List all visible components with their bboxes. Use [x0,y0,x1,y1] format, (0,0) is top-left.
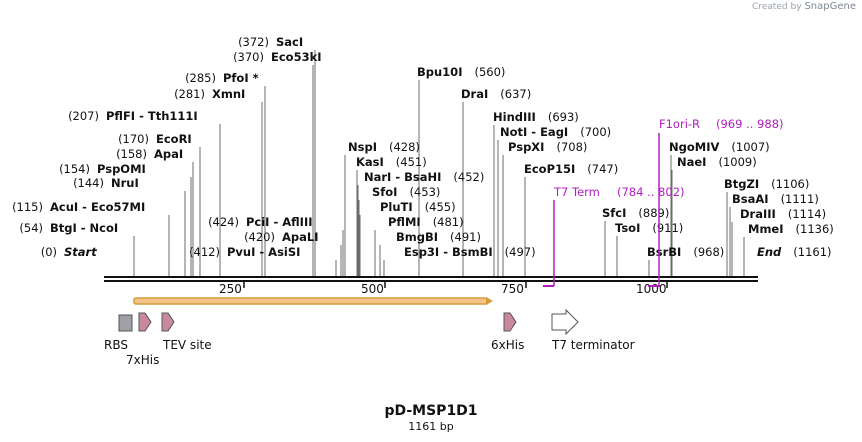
restriction-site-label[interactable]: NruI [111,176,139,190]
restriction-site-label[interactable]: PflMI (481) [388,215,464,229]
restriction-site-label[interactable]: NaeI (1009) [677,155,757,169]
ruler-label-250: 250 [219,282,242,296]
snapgene-logo-text: SnapGene [804,1,856,12]
restriction-site-position: (207) [68,109,99,123]
ruler-label-500: 500 [361,282,384,296]
restriction-site-label[interactable]: MmeI (1136) [748,222,834,236]
sequence-map: Start (0) BtgI - NcoI (54) AcuI - Eco57MI (11… [12,35,834,367]
restriction-site-position: (281) [174,87,205,101]
backbone-bottom-strand [104,280,758,282]
restriction-site-label[interactable]: DraIII (1114) [740,207,826,221]
restriction-site-position: (54) [19,221,43,235]
restriction-site-label[interactable]: BtgI - NcoI [50,221,118,235]
snapgene-watermark: Created by SnapGene [752,1,856,12]
restriction-site-label[interactable]: PluTI (455) [380,200,456,214]
7xhis-label: 7xHis [126,353,159,367]
restriction-site-label[interactable]: End (1161) [757,245,832,259]
backbone-top-strand [104,276,758,278]
primer-t7-term[interactable]: T7 Term (784 .. 802) [543,185,685,287]
restriction-site-label[interactable]: SacI [276,35,303,49]
restriction-site-label[interactable]: HindIII (693) [493,110,579,124]
restriction-site-label[interactable]: PspOMI [97,162,146,176]
restriction-site-position: (424) [208,215,239,229]
restriction-site-label[interactable]: BsrBI (968) [647,245,724,259]
ruler-label-1000: 1000 [636,282,667,296]
restriction-site-label[interactable]: Start [64,245,97,259]
restriction-site-position: (285) [185,71,216,85]
primer-f1ori-r[interactable]: F1ori-R (969 .. 988) [648,117,784,287]
t7-terminator-label: T7 terminator [551,338,635,352]
restriction-site-label[interactable]: SfoI (453) [372,185,440,199]
restriction-site-label[interactable]: EcoRI [156,132,192,146]
primer-t7-term-range: (784 .. 802) [617,185,685,199]
restriction-site-position: (144) [73,176,104,190]
restriction-site-position: (370) [233,50,264,64]
tev-site-feature-arrow[interactable] [161,312,175,332]
site-lines [133,50,745,276]
cds-bar [133,297,489,305]
rbs-label: RBS [104,338,128,352]
cds-arrowhead [486,297,493,305]
restriction-site-label[interactable]: PvuI - AsiSI [227,245,300,259]
ruler-label-750: 750 [501,282,524,296]
restriction-site-label[interactable]: NarI - BsaHI (452) [364,170,484,184]
rbs-feature[interactable] [118,314,133,332]
restriction-site-label[interactable]: ApaI [154,147,183,161]
ruler: 250 500 750 1000 [219,282,668,296]
7xhis-feature-arrow[interactable] [138,312,152,332]
restriction-site-position: (420) [244,230,275,244]
restriction-site-position: (115) [12,200,43,214]
plasmid-length: 1161 bp [408,420,454,433]
restriction-site-label[interactable]: PspXI (708) [508,140,587,154]
restriction-site-label[interactable]: BsaAI (1111) [732,192,819,206]
restriction-site-label[interactable]: EcoP15I (747) [524,162,618,176]
restriction-site-label[interactable]: XmnI [212,87,245,101]
primer-f1ori-r-range: (969 .. 988) [716,117,784,131]
6xhis-feature-arrow[interactable] [503,312,517,332]
primer-f1ori-r-name: F1ori-R [659,117,700,131]
restriction-site-label[interactable]: BmgBI (491) [396,230,481,244]
restriction-site-label[interactable]: PciI - AflIII [246,215,313,229]
restriction-site-label[interactable]: KasI (451) [356,155,427,169]
restriction-site-label[interactable]: ApaLI [282,230,319,244]
t7-terminator-feature-arrow[interactable] [551,308,579,336]
restriction-site-position: (0) [41,245,57,259]
6xhis-label: 6xHis [491,338,524,352]
restriction-site-label[interactable]: Eco53kI [271,50,322,64]
restriction-site-position: (158) [116,147,147,161]
restriction-site-label[interactable]: NgoMIV (1007) [669,140,770,154]
watermark-prefix: Created by [752,2,802,12]
site-labels: Start (0) BtgI - NcoI (54) AcuI - Eco57MI (11… [12,35,834,259]
plasmid-name: pD-MSP1D1 [384,403,478,419]
restriction-site-label[interactable]: Esp3I - BsmBI (497) [404,245,536,259]
restriction-site-label[interactable]: DraI (637) [461,87,531,101]
restriction-site-label[interactable]: NspI (428) [348,140,420,154]
cds-arrow[interactable] [133,297,493,305]
tev-site-label: TEV site [162,338,212,352]
restriction-site-label[interactable]: AcuI - Eco57MI [50,200,145,214]
restriction-site-label[interactable]: Bpu10I (560) [417,65,505,79]
restriction-site-label[interactable]: PflFI - Tth111I [106,109,198,123]
restriction-site-label[interactable]: TsoI (911) [615,221,683,235]
restriction-site-label[interactable]: BtgZI (1106) [724,177,809,191]
restriction-site-label[interactable]: PfoI * [223,71,259,85]
primer-t7-term-name: T7 Term [553,185,600,199]
restriction-site-label[interactable]: NotI - EagI (700) [500,125,611,139]
restriction-site-position: (154) [59,162,90,176]
restriction-site-label[interactable]: SfcI (889) [602,206,669,220]
restriction-site-position: (170) [118,132,149,146]
restriction-site-position: (372) [238,35,269,49]
restriction-site-position: (412) [189,245,220,259]
